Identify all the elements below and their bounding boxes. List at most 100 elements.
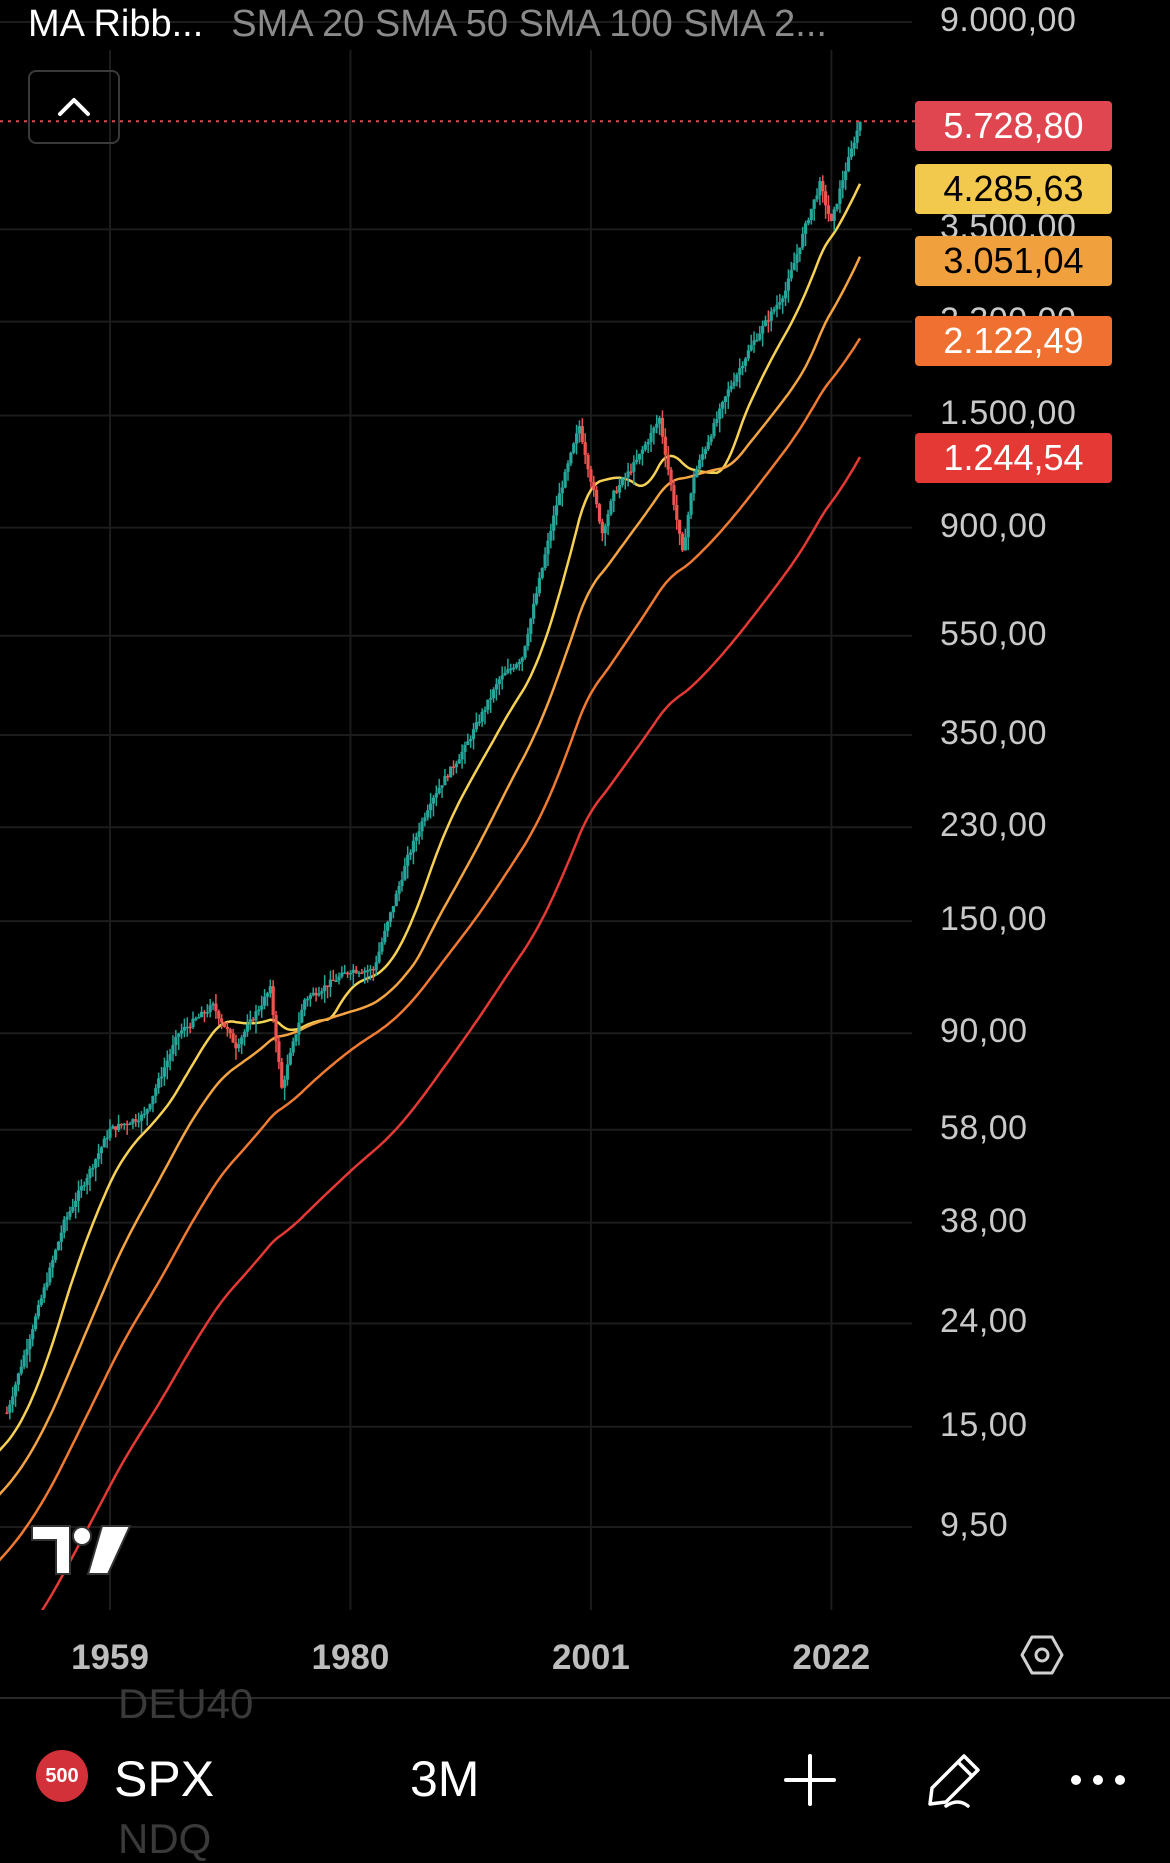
price-tag: 1.244,54 — [915, 433, 1112, 483]
candle-body — [574, 433, 579, 444]
candle-body — [523, 646, 527, 658]
candle-body — [400, 879, 404, 886]
candle-body — [165, 1060, 169, 1068]
candle-body — [554, 505, 559, 516]
plus-icon[interactable] — [780, 1750, 840, 1810]
candle-body — [532, 603, 536, 619]
candle-body — [841, 180, 845, 189]
candle-body — [320, 991, 324, 994]
candle-body — [122, 1123, 126, 1126]
candle-body — [82, 1185, 86, 1187]
symbol-name[interactable]: SPX — [114, 1751, 215, 1807]
candle-body — [285, 1064, 290, 1080]
candle-body — [537, 577, 541, 594]
time-axis-label: 2001 — [551, 1638, 630, 1677]
candle-body — [829, 213, 833, 221]
candle-body — [514, 664, 519, 668]
candle-body — [251, 1019, 255, 1021]
candle-body — [637, 453, 642, 460]
candle-body — [94, 1159, 98, 1168]
candle-body — [357, 972, 361, 974]
candle-body — [471, 729, 476, 740]
candle-body — [529, 618, 533, 635]
candle-body — [603, 526, 607, 534]
candle-body — [119, 1123, 124, 1126]
candle-body — [786, 278, 791, 291]
candle-body — [718, 408, 722, 420]
candle-body — [328, 979, 333, 987]
candle-body — [139, 1114, 144, 1121]
pen-icon[interactable] — [924, 1750, 984, 1810]
candle-body — [25, 1349, 29, 1356]
settings-hexagon-icon[interactable] — [1020, 1633, 1064, 1677]
indicator-params: SMA 20 SMA 50 SMA 100 SMA 2... — [231, 2, 827, 45]
price-chart[interactable] — [0, 0, 1170, 1610]
candle-body — [380, 942, 384, 952]
more-icon[interactable] — [1068, 1750, 1128, 1810]
candle-body — [738, 368, 742, 375]
candle-body — [709, 436, 713, 442]
candle-body — [305, 998, 310, 1001]
interval-button[interactable]: 3M — [410, 1751, 480, 1807]
candle-body — [197, 1017, 201, 1019]
candle-body — [583, 441, 587, 456]
candle-body — [420, 821, 424, 832]
candle-body — [703, 449, 707, 455]
candle-body — [569, 452, 573, 464]
candle-body — [414, 836, 418, 841]
candle-body — [91, 1167, 95, 1170]
candle-body — [735, 374, 739, 383]
candle-body — [334, 980, 338, 982]
toolbar-separator — [0, 1697, 1170, 1699]
candle-body — [105, 1137, 109, 1140]
candle-body — [429, 803, 433, 811]
candle-body — [646, 441, 650, 445]
candle-body — [354, 969, 358, 973]
candle-body — [363, 970, 367, 973]
candle-body — [426, 810, 430, 818]
candle-body — [96, 1153, 101, 1160]
candle-body — [803, 223, 808, 234]
candle-body — [572, 443, 576, 453]
candle-body — [663, 436, 667, 455]
candle-body — [388, 912, 393, 922]
candle-body — [512, 667, 516, 670]
candle-body — [655, 423, 659, 428]
indicator-legend[interactable]: MA Ribb... SMA 20 SMA 50 SMA 100 SMA 2..… — [28, 0, 827, 48]
watchlist-item-ghost: DEU40 — [118, 1680, 254, 1727]
candle-body — [494, 684, 499, 690]
candle-body — [640, 449, 645, 454]
candle-body — [288, 1052, 292, 1065]
collapse-legend-button[interactable] — [28, 70, 120, 144]
candle-body — [131, 1119, 135, 1124]
candle-body — [792, 262, 796, 271]
candle-body — [506, 669, 510, 673]
candle-body — [580, 426, 584, 442]
candle-body — [766, 320, 770, 322]
candle-body — [277, 1041, 281, 1063]
candle-body — [437, 787, 441, 794]
candle-body — [151, 1095, 155, 1105]
price-axis-label: 58,00 — [940, 1108, 1028, 1147]
candle-body — [546, 540, 550, 555]
candle-body — [858, 122, 862, 131]
candle-body — [234, 1042, 238, 1049]
candle-body — [88, 1168, 92, 1179]
candle-body — [188, 1026, 192, 1029]
tradingview-logo[interactable] — [30, 1522, 134, 1578]
candle-body — [491, 689, 496, 699]
candle-body — [194, 1018, 198, 1020]
candle-body — [331, 979, 335, 982]
candle-body — [262, 996, 267, 1006]
candle-body — [245, 1024, 249, 1032]
candle-body — [62, 1219, 66, 1233]
candle-body — [260, 1005, 264, 1010]
candle-body — [368, 968, 373, 971]
candle-body — [649, 432, 653, 442]
symbol-badge[interactable]: 500 — [36, 1750, 88, 1802]
candle-body — [28, 1339, 32, 1350]
candle-body — [617, 485, 622, 493]
candle-body — [692, 477, 696, 494]
candle-body — [821, 181, 825, 192]
candle-body — [185, 1026, 189, 1029]
